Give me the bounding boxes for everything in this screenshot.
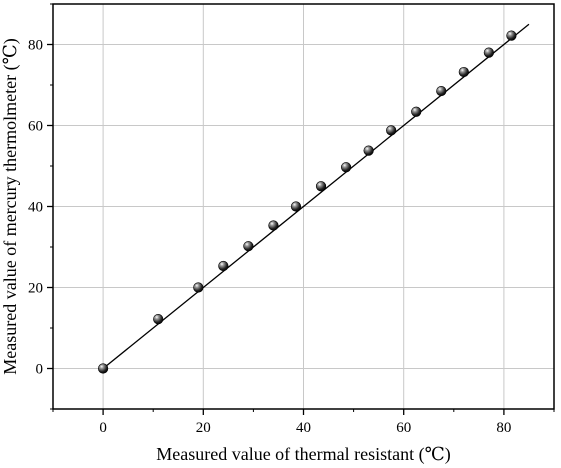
x-tick-label: 20	[196, 420, 211, 436]
data-point	[436, 85, 447, 97]
y-axis-title: Measured value of mercury thermolmeter (…	[0, 38, 21, 375]
x-tick-label: 0	[99, 420, 107, 436]
axis-ticks	[47, 3, 555, 415]
x-tick-label: 40	[296, 420, 311, 436]
data-point	[458, 66, 469, 78]
data-point	[363, 145, 374, 156]
fit-line	[102, 23, 530, 370]
x-tick-label: 60	[396, 420, 411, 436]
data-point	[243, 241, 254, 252]
y-tick-label: 80	[28, 38, 43, 54]
data-point	[153, 313, 164, 325]
data-point	[218, 260, 229, 272]
data-point	[411, 106, 422, 117]
y-tick-label: 40	[28, 200, 43, 216]
data-points	[97, 30, 517, 374]
fit-line-group	[102, 23, 530, 370]
data-point	[193, 282, 204, 293]
data-point	[315, 181, 327, 192]
data-point	[340, 162, 352, 173]
data-point	[290, 201, 302, 212]
x-axis-title: Measured value of thermal resistant (℃)	[156, 444, 451, 465]
data-point	[483, 47, 494, 58]
grid-lines	[53, 4, 554, 409]
tick-labels: 0 20 40 60 80 0 20 40 60 80	[28, 38, 511, 437]
data-point	[268, 220, 279, 231]
data-point	[386, 125, 397, 136]
data-point	[506, 30, 517, 41]
x-tick-label: 80	[496, 420, 511, 436]
y-tick-label: 20	[28, 281, 43, 297]
y-tick-label: 0	[36, 362, 44, 378]
data-point	[97, 363, 109, 374]
y-tick-label: 60	[28, 119, 43, 135]
